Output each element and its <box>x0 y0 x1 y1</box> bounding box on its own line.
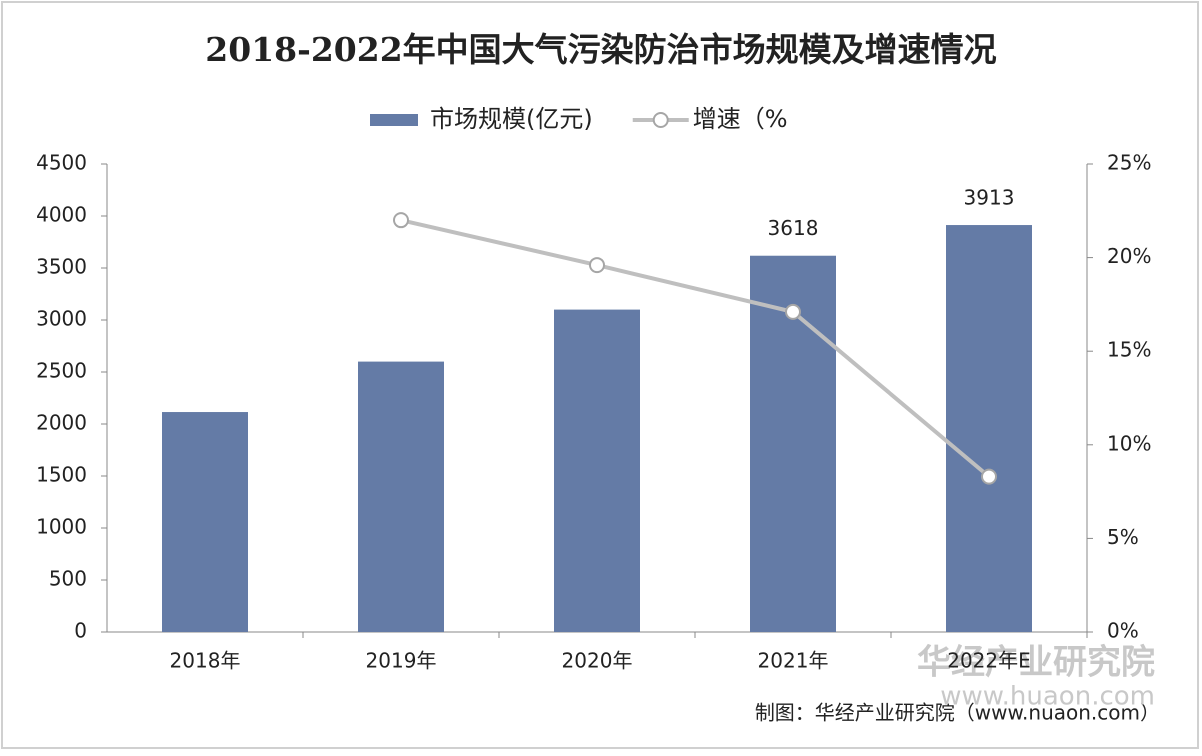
source-note: 制图：华经产业研究院（www.nuaon.com） <box>755 701 1160 725</box>
y-tick-label: 4500 <box>36 151 87 175</box>
x-tick-label: 2022年E <box>947 649 1031 673</box>
y2-tick-label: 0% <box>1107 619 1139 643</box>
y-tick-label: 2000 <box>36 411 87 435</box>
legend-swatch <box>652 112 669 128</box>
y-tick-label: 1000 <box>36 515 87 539</box>
legend-label: 市场规模(亿元) <box>430 105 593 133</box>
y-tick-label: 500 <box>49 567 87 591</box>
x-tick-label: 2020年 <box>562 649 633 673</box>
y-tick-label: 4000 <box>36 203 87 227</box>
line-point <box>589 257 605 274</box>
line-point <box>393 212 409 229</box>
y-tick-label: 2500 <box>36 359 87 383</box>
bar <box>358 361 444 632</box>
bar <box>554 309 640 632</box>
y-tick-label: 0 <box>74 619 87 643</box>
watermark: www.huaon.com <box>940 682 1155 712</box>
data-label: 3618 <box>768 216 819 240</box>
y2-tick-label: 20% <box>1107 244 1151 268</box>
y-tick-label: 3000 <box>36 307 87 331</box>
legend-label: 增速（% <box>693 105 788 133</box>
x-tick-label: 2018年 <box>170 649 241 673</box>
line-point <box>785 303 801 320</box>
watermark: 华经产业研究院 <box>917 643 1155 683</box>
y2-tick-label: 5% <box>1107 525 1139 549</box>
data-label: 3913 <box>964 186 1015 210</box>
y2-tick-label: 15% <box>1107 338 1151 362</box>
line-point <box>981 468 997 485</box>
y-tick-label: 1500 <box>36 463 87 487</box>
bar <box>946 225 1032 632</box>
chart-title: 2018-2022年中国大气污染防治市场规模及增速情况 <box>205 30 996 69</box>
x-tick-label: 2019年 <box>366 649 437 673</box>
x-tick-label: 2021年 <box>758 649 829 673</box>
line <box>400 218 991 479</box>
legend-swatch <box>370 114 418 126</box>
y-tick-label: 3500 <box>36 255 87 279</box>
bar <box>162 412 248 632</box>
y2-tick-label: 25% <box>1107 151 1151 175</box>
y2-tick-label: 10% <box>1107 431 1151 455</box>
